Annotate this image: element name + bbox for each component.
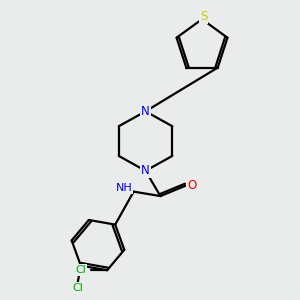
Text: S: S <box>200 10 207 23</box>
Text: N: N <box>141 164 150 177</box>
Text: Cl: Cl <box>76 265 86 275</box>
Text: N: N <box>141 105 150 118</box>
Text: O: O <box>187 179 196 192</box>
Text: Cl: Cl <box>72 283 83 293</box>
Text: NH: NH <box>116 183 132 193</box>
